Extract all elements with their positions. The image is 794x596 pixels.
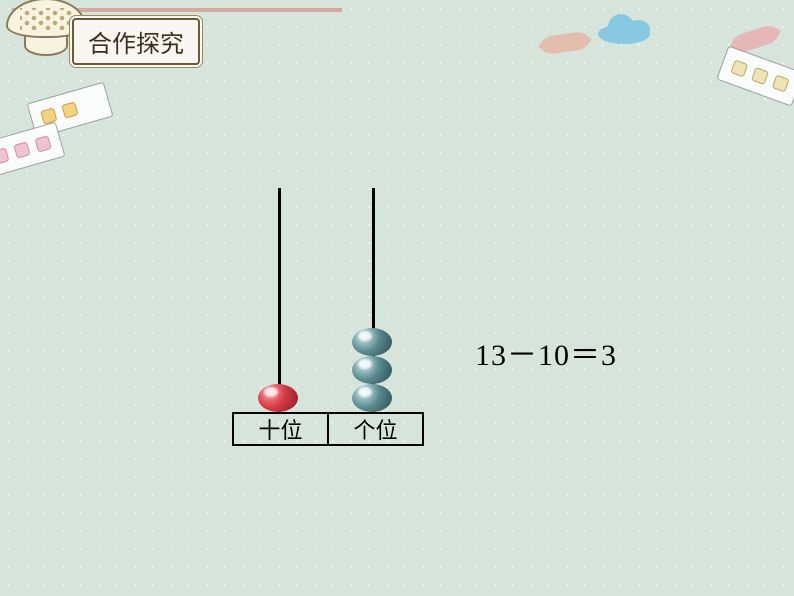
section-title-tab: 合作探究 (72, 18, 200, 65)
bead-teal (352, 328, 392, 356)
bead-teal (352, 384, 392, 412)
bead-teal (352, 356, 392, 384)
cloud-icon (598, 24, 650, 44)
bead-red (258, 384, 298, 412)
equation-text: 13－10＝3 (475, 330, 617, 374)
tens-place-label: 十位 (258, 413, 302, 445)
ones-place-label: 个位 (353, 413, 397, 445)
tens-place-box: 十位 (232, 412, 329, 446)
section-title-text: 合作探究 (88, 32, 184, 58)
ones-place-box: 个位 (329, 412, 424, 446)
tens-rod (278, 188, 281, 414)
place-value-abacus: 十位 个位 (232, 188, 424, 446)
place-value-labels: 十位 个位 (232, 412, 424, 446)
decorative-top-bar (12, 8, 794, 12)
